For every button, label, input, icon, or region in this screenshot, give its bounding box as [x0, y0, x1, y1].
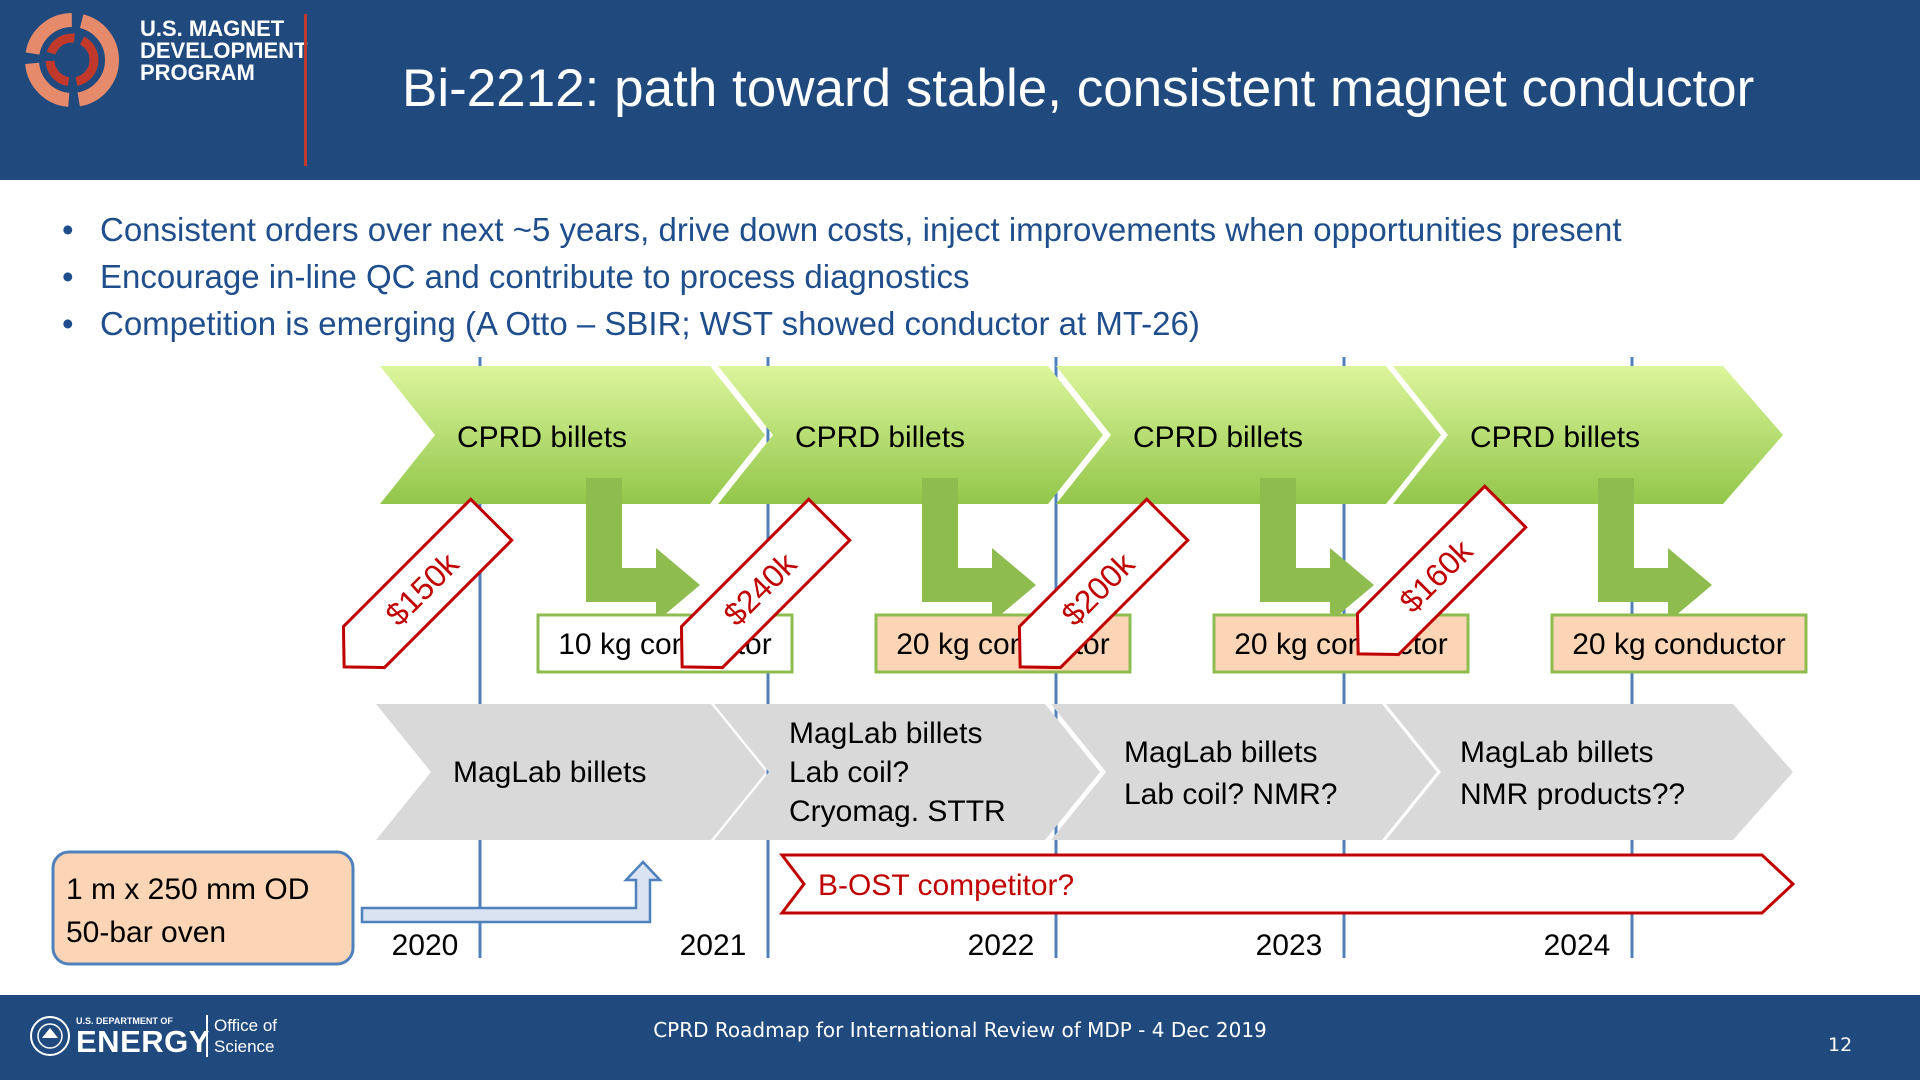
maglab-label: NMR products??	[1460, 778, 1685, 811]
oven-label: 1 m x 250 mm OD	[66, 873, 309, 906]
office-line: Science	[214, 1037, 275, 1056]
competitor-arrow	[778, 853, 1796, 915]
cprd-label: CPRD billets	[1133, 421, 1303, 454]
bullet-item: Competition is emerging (A Otto – SBIR; …	[62, 300, 1622, 347]
maglab-chevron-4	[1386, 704, 1793, 840]
year-label: 2022	[968, 929, 1035, 962]
cprd-chevron-1	[380, 366, 765, 504]
conductor-box	[1550, 613, 1808, 674]
doe-divider	[206, 1015, 208, 1057]
logo-line: PROGRAM	[140, 60, 255, 85]
competitor-label: B-OST competitor?	[818, 869, 1074, 902]
maglab-chevron-3	[1051, 704, 1437, 840]
maglab-label: Lab coil?	[789, 756, 909, 789]
cprd-chevron-3	[1056, 366, 1441, 504]
roadmap-diagram: CPRD billets CPRD billets CPRD billets C…	[51, 357, 1808, 966]
doe-small-label: U.S. DEPARTMENT OF	[76, 1016, 173, 1026]
maglab-label: MagLab billets	[453, 756, 646, 789]
maglab-chevron-1	[376, 704, 766, 840]
doe-logo-text: U.S. DEPARTMENT OF ENERGY	[76, 1016, 210, 1058]
header-bar	[0, 0, 1920, 180]
cprd-chevron-2	[718, 366, 1103, 504]
oven-box	[51, 850, 355, 966]
bullet-item: Consistent orders over next ~5 years, dr…	[62, 206, 1622, 253]
maglab-label: Cryomag. STTR	[789, 795, 1006, 828]
footer-caption: CPRD Roadmap for International Review of…	[653, 1018, 1267, 1042]
bullet-item: Encourage in-line QC and contribute to p…	[62, 253, 1622, 300]
cprd-label: CPRD billets	[457, 421, 627, 454]
year-label: 2021	[680, 929, 747, 962]
bent-arrow-icon	[586, 478, 700, 622]
bent-arrow-icon	[1598, 478, 1712, 622]
year-label: 2020	[392, 929, 459, 962]
logo-line: U.S. MAGNET	[140, 16, 285, 41]
maglab-label: MagLab billets	[789, 717, 982, 750]
cprd-label: CPRD billets	[1470, 421, 1640, 454]
year-label: 2023	[1256, 929, 1323, 962]
page-number: 12	[1828, 1034, 1853, 1056]
maglab-label: MagLab billets	[1460, 736, 1653, 769]
bent-arrow-icon	[922, 478, 1036, 622]
footer-bar	[0, 995, 1920, 1080]
maglab-label: Lab coil? NMR?	[1124, 778, 1337, 811]
bullet-list: Consistent orders over next ~5 years, dr…	[62, 206, 1622, 347]
office-line: Office of	[214, 1016, 277, 1035]
cprd-chevron-4	[1393, 366, 1783, 504]
maglab-chevron-2	[714, 704, 1100, 840]
year-label: 2024	[1544, 929, 1611, 962]
oven-label: 50-bar oven	[66, 916, 226, 949]
slide-title: Bi-2212: path toward stable, consistent …	[402, 59, 1755, 118]
doe-big-label: ENERGY	[76, 1024, 210, 1059]
maglab-label: MagLab billets	[1124, 736, 1317, 769]
conductor-label: 20 kg conductor	[1572, 628, 1785, 661]
office-of-science-label: Office of Science	[214, 1015, 277, 1057]
program-logo-text: U.S. MAGNET DEVELOPMENT PROGRAM	[140, 18, 307, 84]
doe-seal-icon	[30, 1016, 70, 1056]
logo-divider	[304, 14, 307, 166]
mdp-logo-icon	[25, 13, 119, 107]
cost-tag-1: $150k	[341, 497, 514, 670]
logo-line: DEVELOPMENT	[140, 38, 308, 63]
cprd-label: CPRD billets	[795, 421, 965, 454]
conductor-box	[1212, 613, 1470, 674]
oven-arrow-icon	[360, 860, 663, 924]
bent-arrow-icon	[1260, 478, 1374, 622]
